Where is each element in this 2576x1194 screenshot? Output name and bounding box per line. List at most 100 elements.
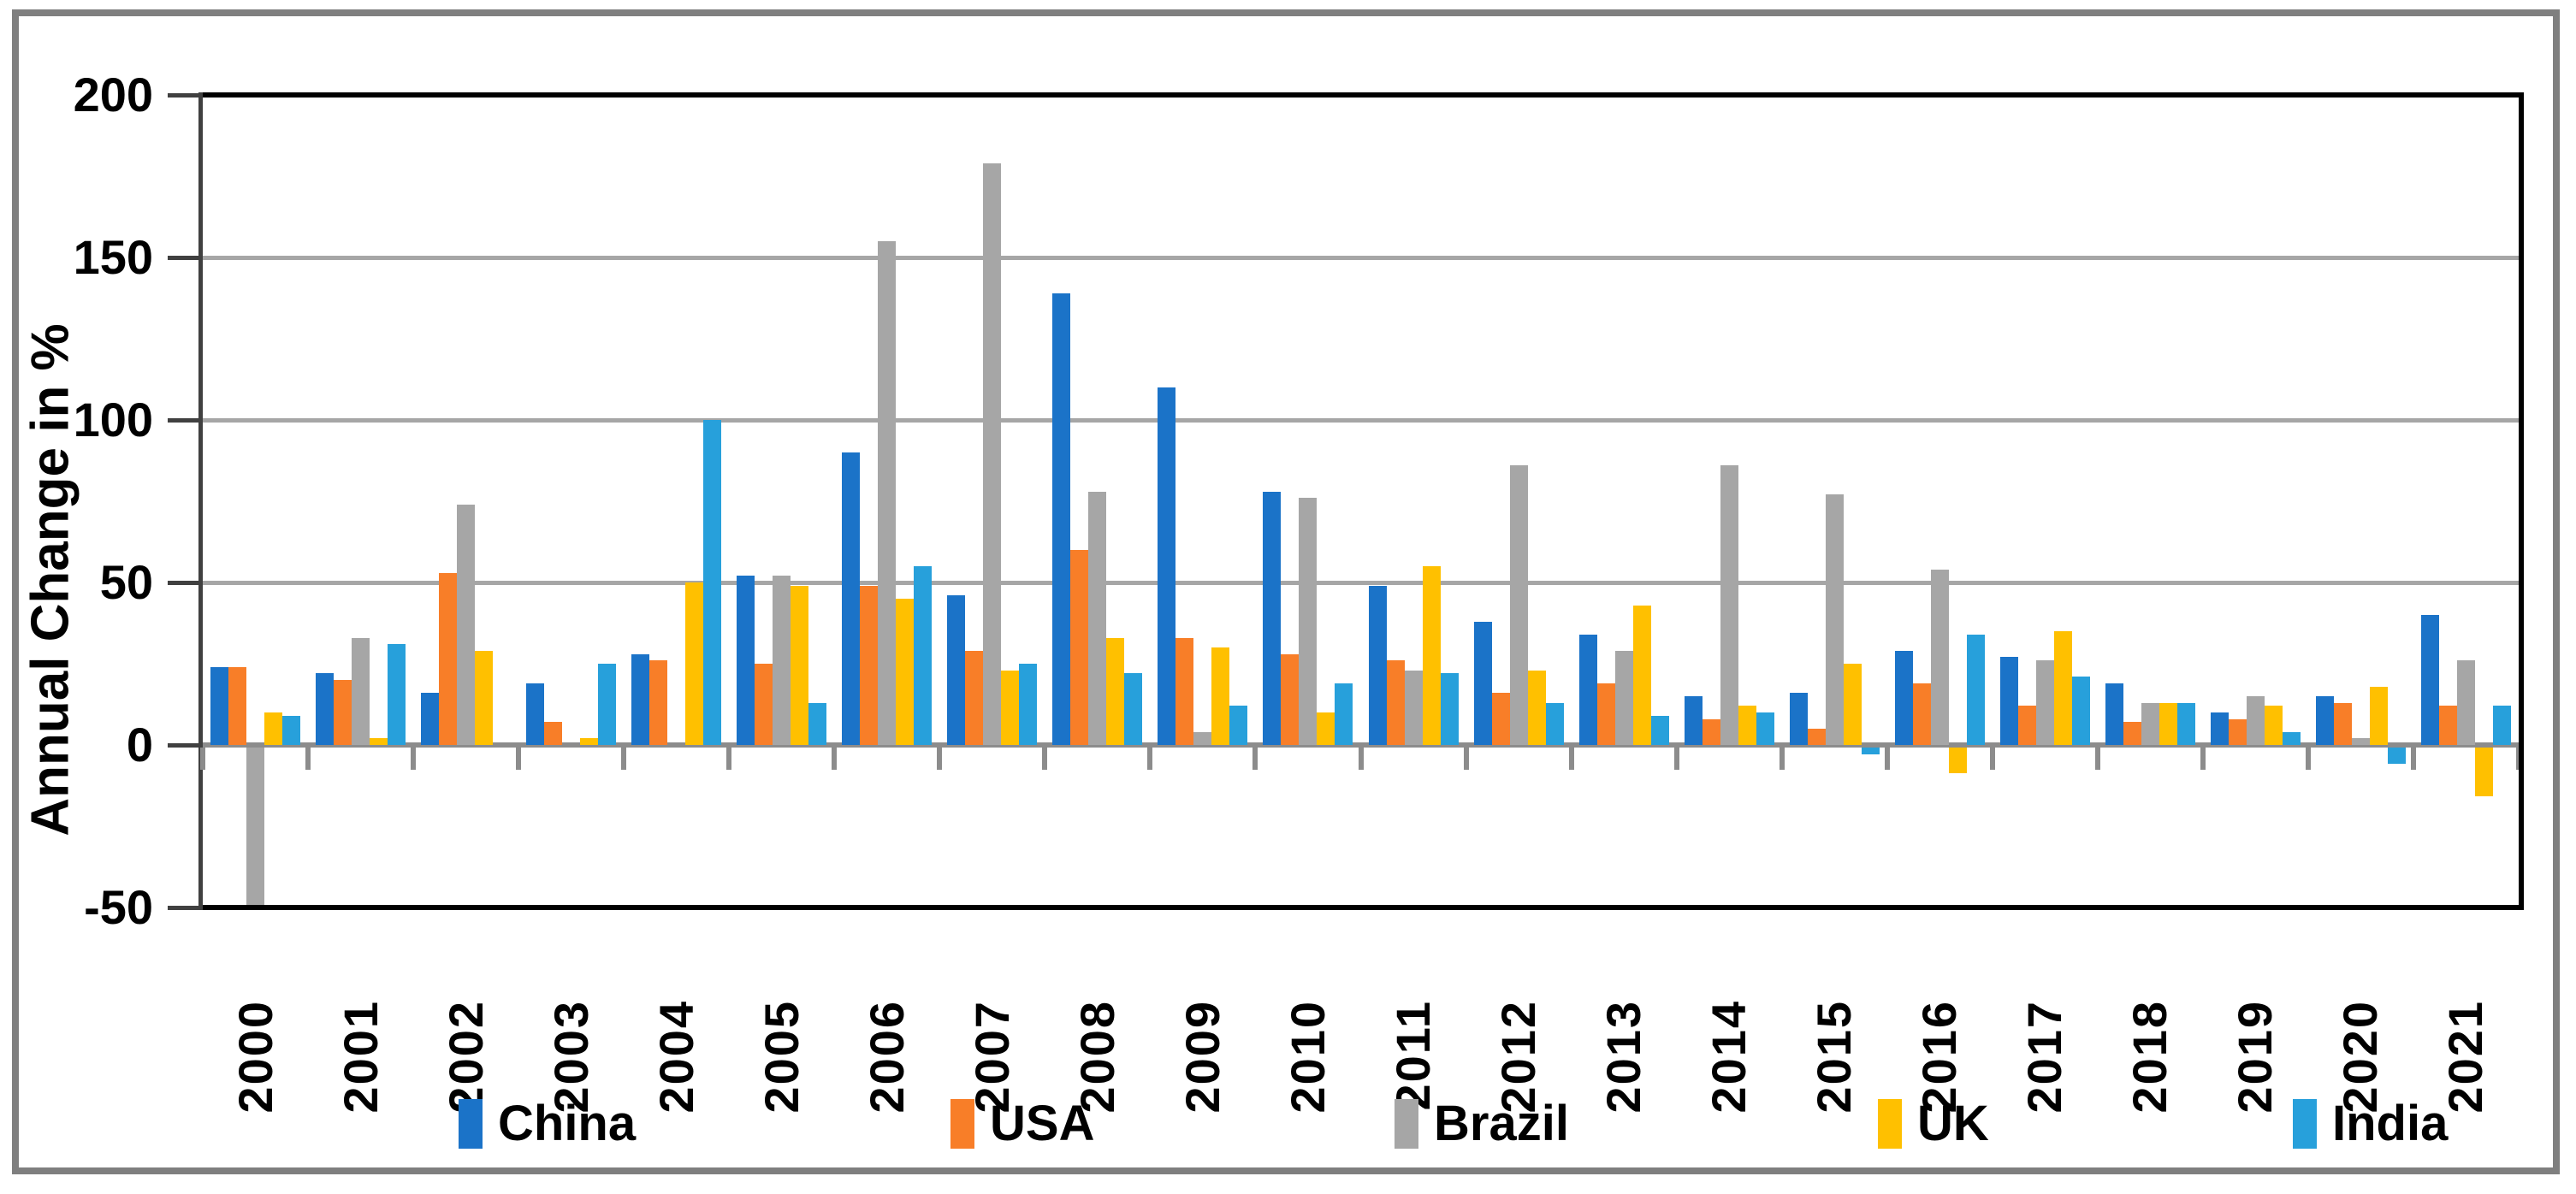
- bar-group-2013: [1578, 95, 1669, 907]
- x-axis-tick: [1884, 748, 1890, 770]
- x-label-2005: 2005: [754, 1000, 808, 1114]
- bar-china-2009: [1158, 387, 1176, 745]
- x-label-2010: 2010: [1280, 1000, 1335, 1114]
- bar-brazil-2011: [1404, 670, 1423, 745]
- plot-border-top: [203, 92, 2524, 98]
- bar-india-2000: [282, 715, 301, 745]
- y-tick-label--50: -50: [84, 880, 153, 934]
- bar-india-2016: [1966, 634, 1985, 745]
- bar-brazil-2013: [1614, 650, 1633, 745]
- bar-uk-2009: [1211, 647, 1230, 745]
- legend-swatch-uk: [1878, 1099, 1902, 1149]
- bar-usa-2010: [1281, 653, 1300, 745]
- bar-china-2001: [316, 673, 335, 745]
- bar-uk-2015: [1843, 664, 1862, 745]
- bar-usa-2013: [1596, 683, 1615, 745]
- bar-group-2018: [2105, 95, 2195, 907]
- bar-brazil-2009: [1193, 731, 1212, 745]
- bar-usa-2005: [755, 664, 773, 745]
- y-axis-tick--50: [168, 906, 198, 910]
- bar-china-2008: [1052, 293, 1071, 745]
- bar-brazil-2017: [2035, 660, 2054, 745]
- bar-usa-2003: [544, 722, 563, 745]
- bar-india-2003: [598, 664, 617, 745]
- bar-uk-2000: [264, 712, 283, 745]
- bar-uk-2002: [475, 650, 494, 745]
- bar-group-2001: [316, 95, 406, 907]
- bar-uk-2014: [1738, 706, 1756, 745]
- x-label-2014: 2014: [1702, 1000, 1756, 1114]
- bar-uk-2004: [685, 582, 704, 745]
- bar-brazil-2002: [457, 504, 476, 745]
- bar-brazil-2010: [1299, 498, 1318, 745]
- bar-usa-2018: [2123, 722, 2141, 745]
- y-axis-tick-50: [168, 581, 198, 585]
- y-axis-tick-150: [168, 256, 198, 260]
- bar-brazil-2006: [878, 241, 897, 745]
- plot-border-bottom: [203, 905, 2524, 910]
- bar-china-2019: [2210, 712, 2229, 745]
- bar-usa-2015: [1807, 729, 1826, 745]
- x-axis-tick: [621, 748, 627, 770]
- bar-uk-2007: [1001, 670, 1020, 745]
- bar-india-2001: [388, 644, 406, 745]
- chart-outer-frame: Annual Change in % 200 150 100 50 0 -50 2000 2…: [12, 9, 2560, 1174]
- plot-area: Annual Change in % 200 150 100 50 0 -50 2000 2…: [21, 71, 2524, 1114]
- x-label-2000: 2000: [228, 1000, 282, 1114]
- bar-group-2014: [1684, 95, 1774, 907]
- bar-china-2007: [947, 595, 966, 745]
- x-label-2007: 2007: [964, 1000, 1019, 1114]
- bar-india-2012: [1545, 702, 1564, 745]
- x-label-2021: 2021: [2438, 1000, 2493, 1114]
- bar-china-2021: [2420, 615, 2439, 745]
- bar-uk-2018: [2159, 702, 2177, 745]
- bar-china-2005: [737, 576, 755, 745]
- x-label-2006: 2006: [859, 1000, 914, 1114]
- y-axis-tick-200: [168, 93, 198, 98]
- bar-usa-2011: [1386, 660, 1405, 745]
- bar-uk-2013: [1632, 605, 1651, 745]
- bar-usa-2016: [1912, 683, 1931, 745]
- bar-group-2009: [1158, 95, 1248, 907]
- y-tick-label-200: 200: [73, 68, 153, 121]
- bar-brazil-2001: [352, 637, 370, 745]
- bar-brazil-2018: [2141, 702, 2159, 745]
- bar-group-2016: [1894, 95, 1985, 907]
- bar-india-2021: [2492, 706, 2511, 745]
- x-axis-tick: [1779, 748, 1785, 770]
- x-axis-tick: [1673, 748, 1679, 770]
- bar-usa-2020: [2333, 702, 2352, 745]
- bar-india-2014: [1756, 712, 1774, 745]
- bar-group-2015: [1789, 95, 1880, 907]
- bar-china-2010: [1263, 491, 1282, 745]
- bar-india-2018: [2176, 702, 2195, 745]
- bar-china-2012: [1473, 621, 1492, 745]
- bar-uk-2012: [1527, 670, 1546, 745]
- bar-uk-2006: [896, 599, 915, 745]
- x-axis-tick: [411, 748, 417, 770]
- x-label-2003: 2003: [543, 1000, 598, 1114]
- bar-group-2019: [2210, 95, 2301, 907]
- x-label-2016: 2016: [1912, 1000, 1967, 1114]
- bar-india-2011: [1440, 673, 1459, 745]
- bar-group-2008: [1052, 95, 1143, 907]
- bar-group-2004: [631, 95, 722, 907]
- bar-brazil-2005: [773, 576, 791, 745]
- y-tick-label-150: 150: [73, 230, 153, 284]
- x-axis-tick: [2200, 748, 2206, 770]
- x-axis-tick: [832, 748, 838, 770]
- x-label-2002: 2002: [438, 1000, 493, 1114]
- y-axis-tick-0: [168, 743, 198, 748]
- bar-china-2006: [842, 452, 861, 745]
- x-label-2004: 2004: [648, 1000, 703, 1114]
- bar-group-2007: [947, 95, 1038, 907]
- bar-uk-2017: [2053, 631, 2072, 745]
- x-label-2013: 2013: [1596, 1000, 1651, 1114]
- bar-brazil-2012: [1509, 465, 1528, 745]
- x-label-2001: 2001: [333, 1000, 388, 1114]
- x-axis-tick: [1463, 748, 1469, 770]
- bar-usa-2019: [2228, 718, 2247, 745]
- bar-china-2017: [1999, 657, 2018, 745]
- bar-usa-2000: [228, 666, 247, 745]
